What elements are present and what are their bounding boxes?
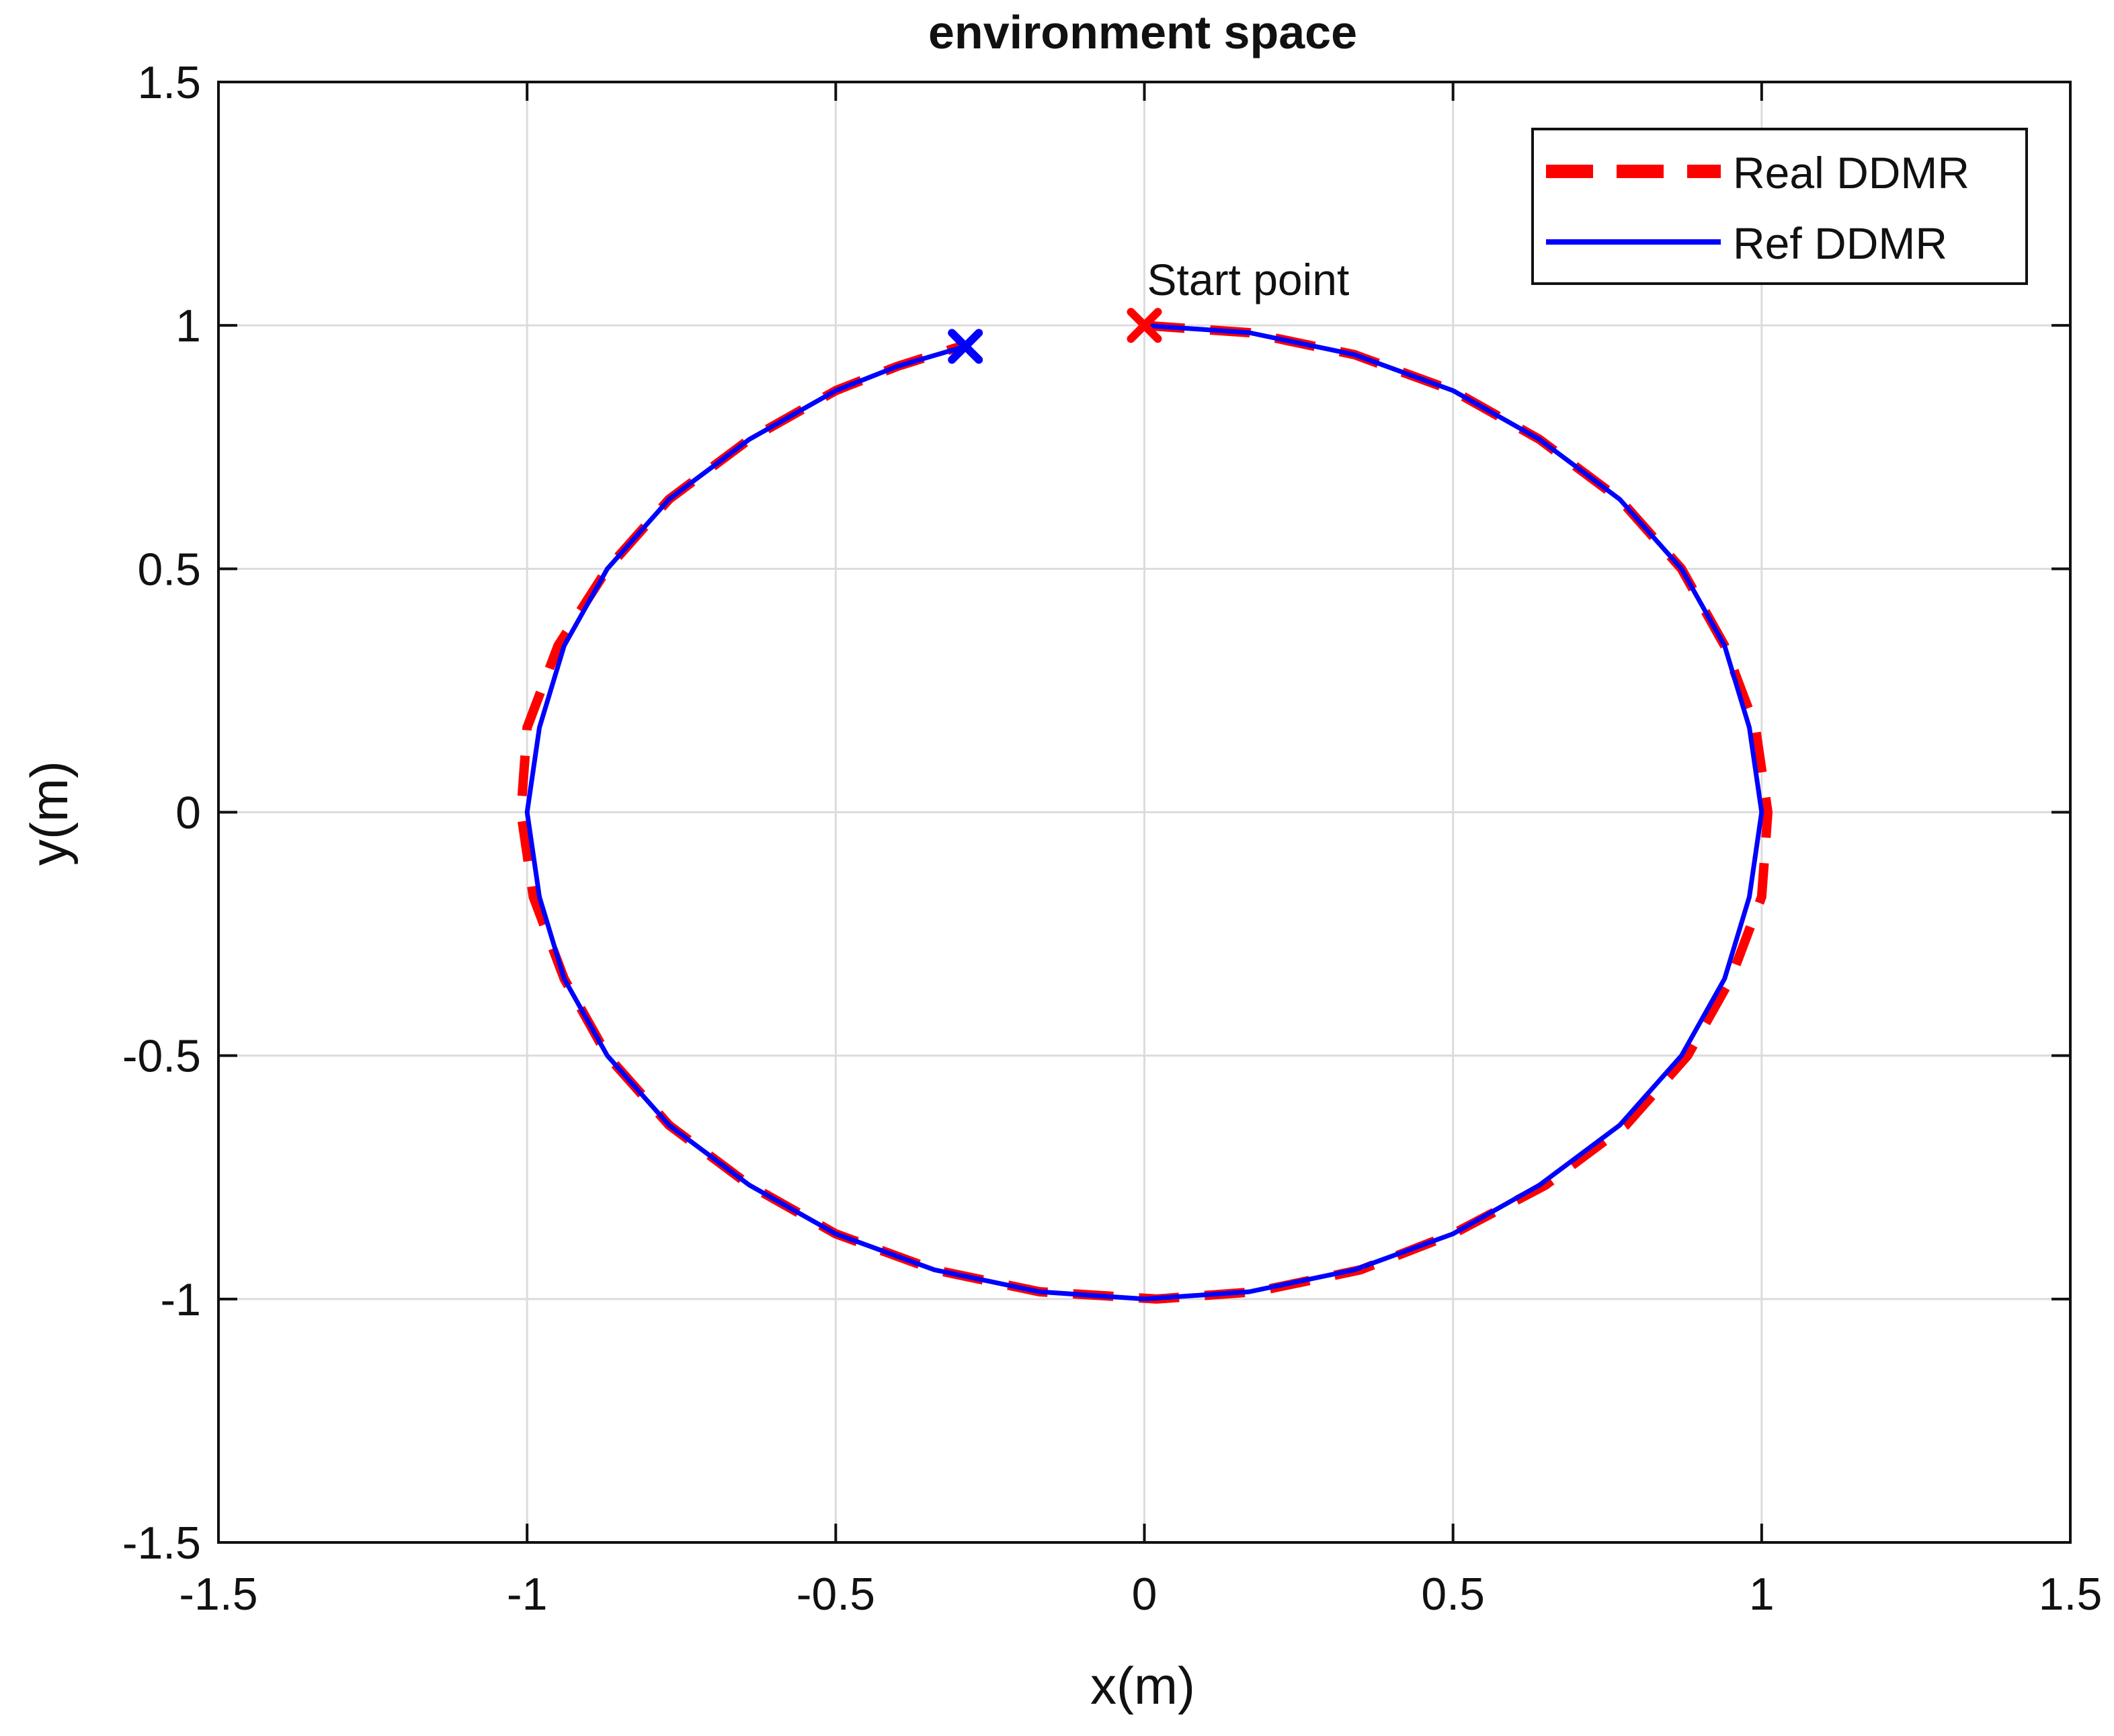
series-line-ref-ddmr [524, 323, 1764, 1302]
annotation-start-point: Start point [1147, 255, 1350, 304]
x-tick-label: -1 [507, 1569, 547, 1620]
legend-label-real-ddmr: Real DDMR [1733, 148, 1969, 198]
x-tick-label: 0 [1132, 1569, 1157, 1620]
chart-title: environment space [928, 6, 1357, 58]
y-tick-label: -1 [161, 1274, 201, 1325]
y-tick-label: 0 [175, 788, 201, 839]
marker-layer [948, 308, 1162, 364]
x-tick-label: -1.5 [179, 1569, 257, 1620]
annotation-layer: Start point [1147, 255, 1350, 304]
end-point-marker [948, 329, 983, 364]
legend-box [1531, 128, 2028, 285]
y-axis-label: y(m) [19, 761, 79, 866]
y-tick-label: -0.5 [122, 1031, 201, 1082]
marker-stroke [1127, 308, 1162, 343]
x-axis-label: x(m) [1090, 1656, 1195, 1715]
x-tick-label: -0.5 [797, 1569, 875, 1620]
y-tick-label: 1 [175, 300, 201, 352]
tick-layer: -1.5 -1 -0.5 0 0.5 1 1.5 -1.5 -1 -0.5 0 0.5 1 1.5 [122, 57, 2102, 1620]
y-tick-label: 1.5 [137, 57, 201, 108]
x-tick-label: 1.5 [2039, 1569, 2103, 1620]
y-tick-label: -1.5 [122, 1518, 201, 1569]
y-tick-label: 0.5 [137, 544, 201, 595]
legend-label-ref-ddmr: Ref DDMR [1733, 218, 1947, 268]
start-point-marker [1127, 308, 1162, 343]
x-tick-label: 1 [1749, 1569, 1775, 1620]
grid-layer [217, 81, 2072, 1544]
legend: Real DDMR Ref DDMR [1531, 128, 2028, 285]
series-layer [516, 321, 1773, 1304]
marker-stroke [948, 329, 983, 364]
x-tick-label: 0.5 [1421, 1569, 1485, 1620]
